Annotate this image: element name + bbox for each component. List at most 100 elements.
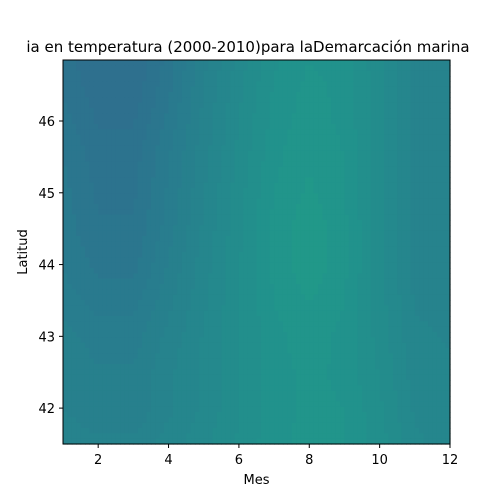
heatmap-cell xyxy=(318,134,324,141)
heatmap-cell xyxy=(423,65,429,72)
heatmap-cell xyxy=(63,102,68,109)
heatmap-cell xyxy=(80,358,86,365)
heatmap-cell xyxy=(98,268,104,274)
heatmap-cell xyxy=(247,257,253,264)
heatmap-cell xyxy=(234,188,240,194)
heatmap-cell xyxy=(331,262,337,269)
heatmap-cell xyxy=(124,284,130,290)
heatmap-cell xyxy=(428,92,434,98)
heatmap-cell xyxy=(348,161,354,168)
heatmap-cell xyxy=(71,321,77,328)
heatmap-cell xyxy=(89,300,95,306)
heatmap-cell xyxy=(331,358,337,365)
heatmap-cell xyxy=(423,278,429,285)
heatmap-cell xyxy=(326,257,332,264)
heatmap-cell xyxy=(370,310,376,317)
heatmap-cell xyxy=(265,60,271,66)
heatmap-cell xyxy=(353,289,359,296)
heatmap-cell xyxy=(428,230,434,237)
heatmap-cell xyxy=(340,161,346,168)
heatmap-cell xyxy=(190,246,196,253)
heatmap-cell xyxy=(274,97,280,104)
heatmap-cell xyxy=(362,65,368,72)
heatmap-cell xyxy=(225,262,231,269)
heatmap-cell xyxy=(76,198,82,205)
heatmap-cell xyxy=(230,108,236,114)
heatmap-cell xyxy=(287,198,293,205)
heatmap-cell xyxy=(212,113,218,120)
heatmap-cell xyxy=(445,156,451,162)
heatmap-cell xyxy=(230,92,236,98)
heatmap-cell xyxy=(208,177,214,184)
heatmap-cell xyxy=(326,86,332,93)
heatmap-cell xyxy=(388,166,394,173)
heatmap-cell xyxy=(392,289,398,296)
heatmap-cell xyxy=(392,92,398,98)
heatmap-cell xyxy=(265,358,271,365)
heatmap-cell xyxy=(309,140,315,146)
heatmap-cell xyxy=(375,348,381,354)
heatmap-cell xyxy=(304,92,310,98)
heatmap-cell xyxy=(406,182,412,189)
heatmap-cell xyxy=(414,65,420,72)
heatmap-cell xyxy=(212,76,218,82)
heatmap-cell xyxy=(106,300,112,306)
heatmap-cell xyxy=(436,65,442,72)
heatmap-cell xyxy=(326,140,332,146)
heatmap-cell xyxy=(120,236,126,242)
heatmap-cell xyxy=(335,353,341,360)
heatmap-cell xyxy=(291,225,297,232)
heatmap-cell xyxy=(111,108,117,114)
heatmap-cell xyxy=(344,230,350,237)
heatmap-cell xyxy=(441,145,447,152)
heatmap-cell xyxy=(208,342,214,349)
heatmap-cell xyxy=(326,326,332,333)
heatmap-cell xyxy=(419,262,425,269)
heatmap-cell xyxy=(375,70,381,77)
heatmap-cell xyxy=(340,214,346,221)
heatmap-cell xyxy=(309,76,315,82)
heatmap-cell xyxy=(212,326,218,333)
heatmap-cell xyxy=(282,252,288,258)
heatmap-cell xyxy=(291,257,297,264)
heatmap-cell xyxy=(318,97,324,104)
heatmap-cell xyxy=(309,182,315,189)
heatmap-cell xyxy=(436,273,442,280)
heatmap-cell xyxy=(318,220,324,226)
heatmap-cell xyxy=(269,358,275,365)
heatmap-cell xyxy=(291,326,297,333)
heatmap-cell xyxy=(150,108,156,114)
heatmap-cell xyxy=(102,358,108,365)
heatmap-cell xyxy=(203,156,209,162)
heatmap-cell xyxy=(428,124,434,130)
heatmap-cell xyxy=(212,145,218,152)
heatmap-cell xyxy=(137,332,143,338)
heatmap-cell xyxy=(89,273,95,280)
heatmap-cell xyxy=(296,118,302,125)
heatmap-cell xyxy=(445,204,451,210)
heatmap-cell xyxy=(199,289,205,296)
heatmap-cell xyxy=(194,60,200,66)
heatmap-cell xyxy=(428,113,434,120)
heatmap-cell xyxy=(234,236,240,242)
heatmap-cell xyxy=(243,332,249,338)
heatmap-cell xyxy=(238,166,244,173)
heatmap-cell xyxy=(238,156,244,162)
heatmap-cell xyxy=(256,209,262,216)
heatmap-cell xyxy=(392,273,398,280)
heatmap-cell xyxy=(168,214,174,221)
heatmap-cell xyxy=(84,118,90,125)
heatmap-cell xyxy=(414,321,420,328)
heatmap-cell xyxy=(318,172,324,178)
heatmap-cell xyxy=(133,124,139,130)
heatmap-cell xyxy=(181,310,187,317)
heatmap-cell xyxy=(203,209,209,216)
heatmap-cell xyxy=(428,177,434,184)
heatmap-cell xyxy=(296,188,302,194)
heatmap-cell xyxy=(322,310,328,317)
heatmap-cell xyxy=(115,220,121,226)
heatmap-cell xyxy=(414,97,420,104)
heatmap-cell xyxy=(128,182,134,189)
heatmap-cell xyxy=(445,214,451,221)
heatmap-cell xyxy=(269,348,275,354)
